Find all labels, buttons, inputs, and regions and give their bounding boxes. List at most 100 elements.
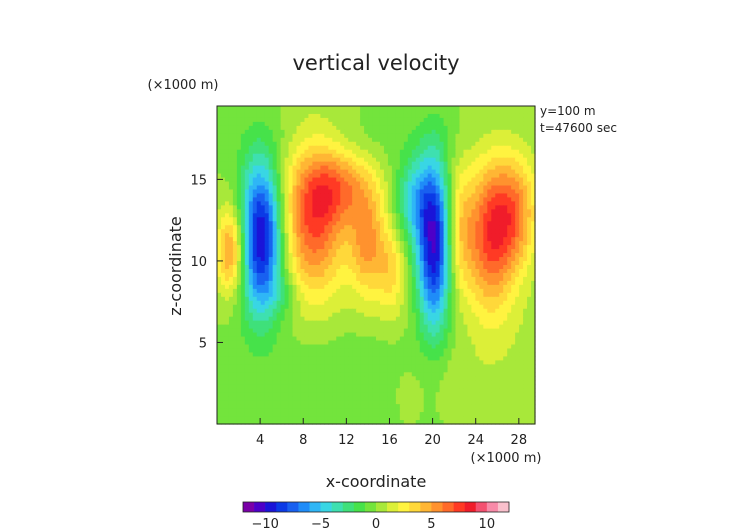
heatmap-cell [475,340,480,346]
heatmap-cell [475,141,480,147]
heatmap-cell [495,153,500,159]
heatmap-cell [220,173,226,179]
heatmap-cell [467,237,473,242]
heatmap-cell [336,165,341,171]
heatmap-cell [403,125,409,131]
heatmap-cell [479,261,484,266]
heatmap-cell [236,280,242,286]
heatmap-cell [475,177,480,183]
heatmap-cell [264,336,270,342]
heatmap-cell [507,169,512,175]
heatmap-cell [459,137,465,143]
heatmap-cell [415,225,421,230]
heatmap-cell [511,133,516,139]
heatmap-cell [507,284,512,290]
heatmap-cell [336,352,341,358]
heatmap-cell [467,133,473,139]
heatmap-cell [531,205,536,210]
heatmap-cell [459,324,465,330]
heatmap-cell [515,185,520,191]
heatmap-cell [431,249,437,254]
heatmap-cell [248,149,254,155]
heatmap-cell [487,292,492,298]
heatmap-cell [411,197,417,203]
heatmap-cell [447,312,453,318]
heatmap-cell [419,316,425,322]
heatmap-cell [316,316,321,322]
heatmap-cell [236,181,242,187]
heatmap-cell [395,106,401,111]
heatmap-cell [320,225,325,230]
heatmap-cell [224,253,230,258]
heatmap-cell [340,129,345,135]
heatmap-cell [419,205,425,210]
heatmap-cell [443,304,449,310]
heatmap-cell [435,316,441,322]
heatmap-cell [304,296,310,302]
heatmap-cell [368,284,373,290]
heatmap-cell [511,157,516,163]
heatmap-cell [228,189,234,195]
heatmap-cell [415,340,421,346]
heatmap-cell [344,249,349,254]
heatmap-cell [244,213,250,218]
heatmap-cell [344,185,349,191]
heatmap-cell [256,324,262,330]
heatmap-cell [340,221,345,226]
heatmap-cell [248,296,254,302]
heatmap-cell [479,233,484,238]
heatmap-cell [348,137,353,143]
heatmap-cell [256,149,262,155]
heatmap-cell [507,173,512,179]
heatmap-cell [455,145,461,151]
heatmap-cell [236,125,242,131]
heatmap-cell [248,165,254,171]
heatmap-cell [236,292,242,298]
heatmap-cell [368,209,373,214]
heatmap-cell [256,165,262,171]
heatmap-cell [415,221,421,226]
heatmap-cell [411,268,417,274]
heatmap-cell [296,185,302,191]
heatmap-cell [447,117,453,123]
heatmap-cell [220,348,226,354]
heatmap-cell [348,129,353,135]
heatmap-cell [312,201,317,206]
heatmap-cell [324,324,329,330]
heatmap-cell [352,106,357,111]
heatmap-cell [387,249,393,254]
heatmap-cell [451,233,457,238]
heatmap-cell [451,141,457,147]
heatmap-cell [419,141,425,147]
heatmap-cell [260,161,266,167]
heatmap-cell [360,245,365,250]
heatmap-cell [252,113,258,119]
heatmap-cell [427,185,433,191]
heatmap-cell [248,308,254,314]
heatmap-cell [340,261,345,266]
heatmap-cell [288,249,294,254]
heatmap-cell [320,284,325,290]
heatmap-cell [511,296,516,302]
heatmap-cell [483,268,488,274]
heatmap-cell [316,177,321,183]
heatmap-cell [475,348,480,354]
heatmap-cell [332,133,337,139]
heatmap-cell [320,209,325,214]
heatmap-cell [312,312,317,318]
heatmap-cell [268,106,274,111]
heatmap-cell [340,241,345,246]
heatmap-cell [240,205,246,210]
heatmap-cell [463,161,469,167]
heatmap-cell [527,141,532,147]
heatmap-cell [356,121,361,127]
heatmap-cell [523,141,528,147]
heatmap-cell [391,284,397,290]
heatmap-cell [379,125,385,131]
heatmap-cell [288,320,294,326]
heatmap-cell [220,292,226,298]
heatmap-cell [491,185,496,191]
heatmap-cell [252,284,258,290]
heatmap-cell [224,113,230,119]
heatmap-cell [308,284,314,290]
